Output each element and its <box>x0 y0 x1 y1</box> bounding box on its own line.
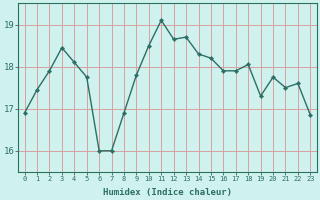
X-axis label: Humidex (Indice chaleur): Humidex (Indice chaleur) <box>103 188 232 197</box>
